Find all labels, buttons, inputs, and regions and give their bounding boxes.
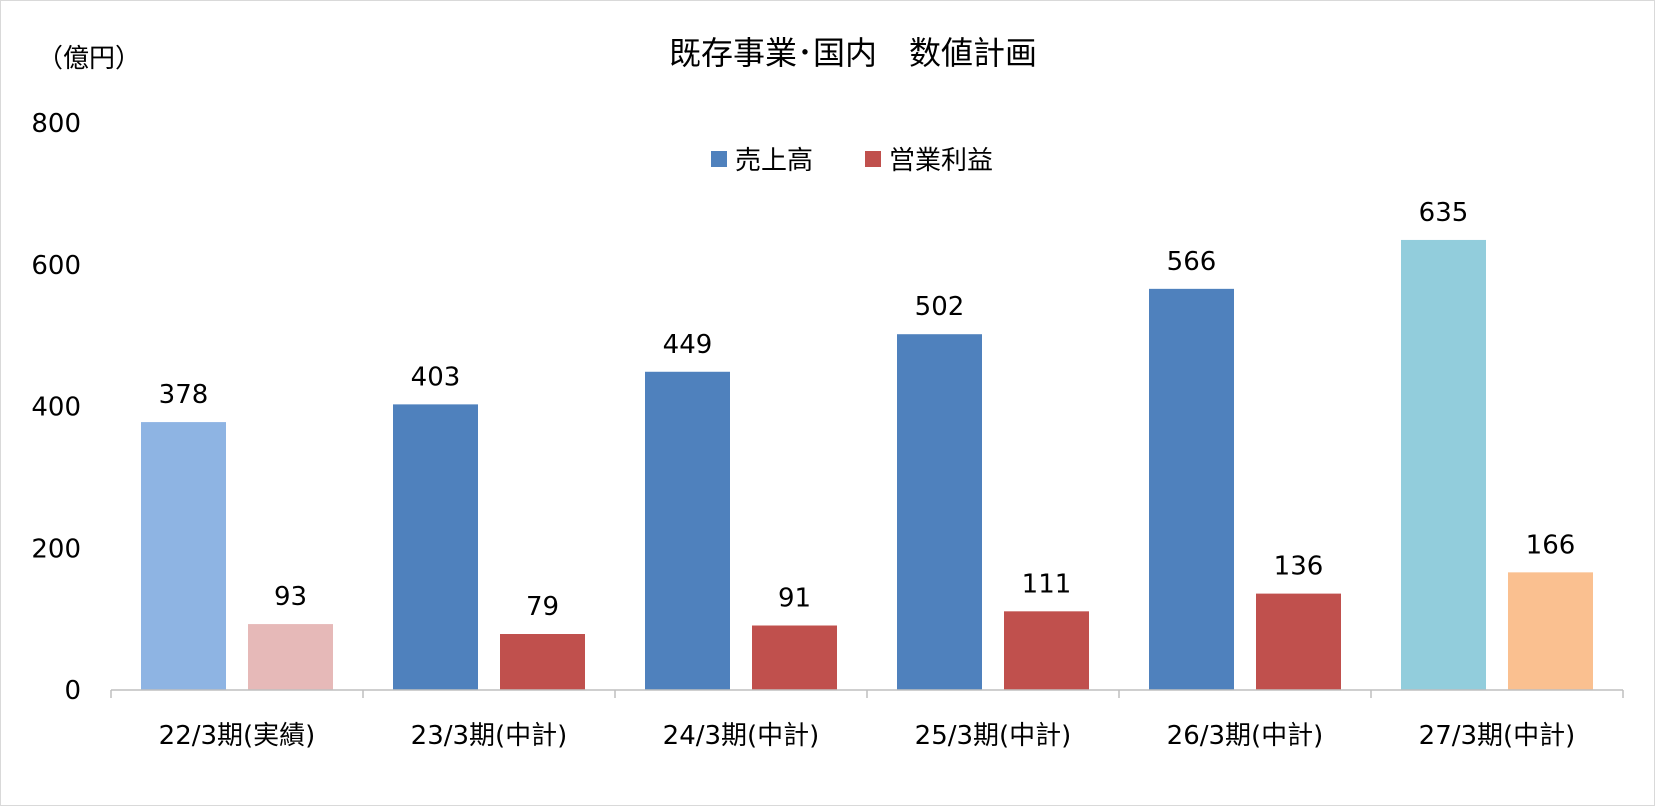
y-tick-label: 200 (31, 534, 81, 564)
legend-swatch (865, 151, 881, 167)
y-axis-unit-label: （億円） (37, 44, 141, 74)
data-label: 166 (1526, 530, 1576, 560)
bar-operating-profit (500, 634, 585, 690)
y-tick-label: 0 (64, 676, 81, 706)
bar-operating-profit (1508, 572, 1593, 690)
x-axis-tick-marks (110, 690, 1624, 698)
bar-operating-profit (1256, 593, 1341, 690)
y-tick-label: 600 (31, 251, 81, 281)
data-label: 136 (1274, 552, 1324, 582)
data-label: 378 (159, 380, 209, 410)
data-label: 635 (1419, 198, 1469, 228)
bar-sales (645, 371, 730, 690)
x-category-label: 23/3期(中計) (411, 721, 568, 751)
bars (141, 239, 1593, 690)
data-label: 566 (1167, 247, 1217, 277)
data-labels: 378 93 403 79 449 91 502 111 566 136 635 166 (159, 198, 1576, 622)
legend-label: 売上高 (735, 146, 813, 176)
bar-sales (141, 422, 226, 690)
x-category-label: 26/3期(中計) (1167, 721, 1324, 751)
data-label: 91 (778, 584, 811, 614)
x-axis-labels: 22/3期(実績) 23/3期(中計) 24/3期(中計) 25/3期(中計) 26/3… (159, 721, 1576, 751)
y-tick-label: 400 (31, 393, 81, 423)
data-label: 79 (526, 592, 559, 622)
chart-title: 既存事業･国内 数値計画 (669, 34, 1037, 72)
data-label: 111 (1022, 569, 1072, 599)
x-category-label: 25/3期(中計) (915, 721, 1072, 751)
y-axis-ticks: 0 200 400 600 800 (31, 109, 81, 706)
legend-label: 営業利益 (889, 146, 993, 176)
y-tick-label: 800 (31, 109, 81, 139)
bar-sales (1149, 288, 1234, 690)
bar-sales (393, 404, 478, 690)
x-category-label: 22/3期(実績) (159, 721, 316, 751)
legend: 売上高 営業利益 (711, 146, 993, 176)
bar-operating-profit (1004, 611, 1089, 690)
data-label: 403 (411, 362, 461, 392)
x-category-label: 27/3期(中計) (1419, 721, 1576, 751)
bar-sales (1401, 239, 1486, 690)
legend-swatch (711, 151, 727, 167)
data-label: 502 (915, 292, 965, 322)
data-label: 449 (663, 330, 713, 360)
bar-operating-profit (752, 625, 837, 690)
x-category-label: 24/3期(中計) (663, 721, 820, 751)
data-label: 93 (274, 582, 307, 612)
bar-operating-profit (248, 624, 333, 690)
bar-sales (897, 334, 982, 690)
